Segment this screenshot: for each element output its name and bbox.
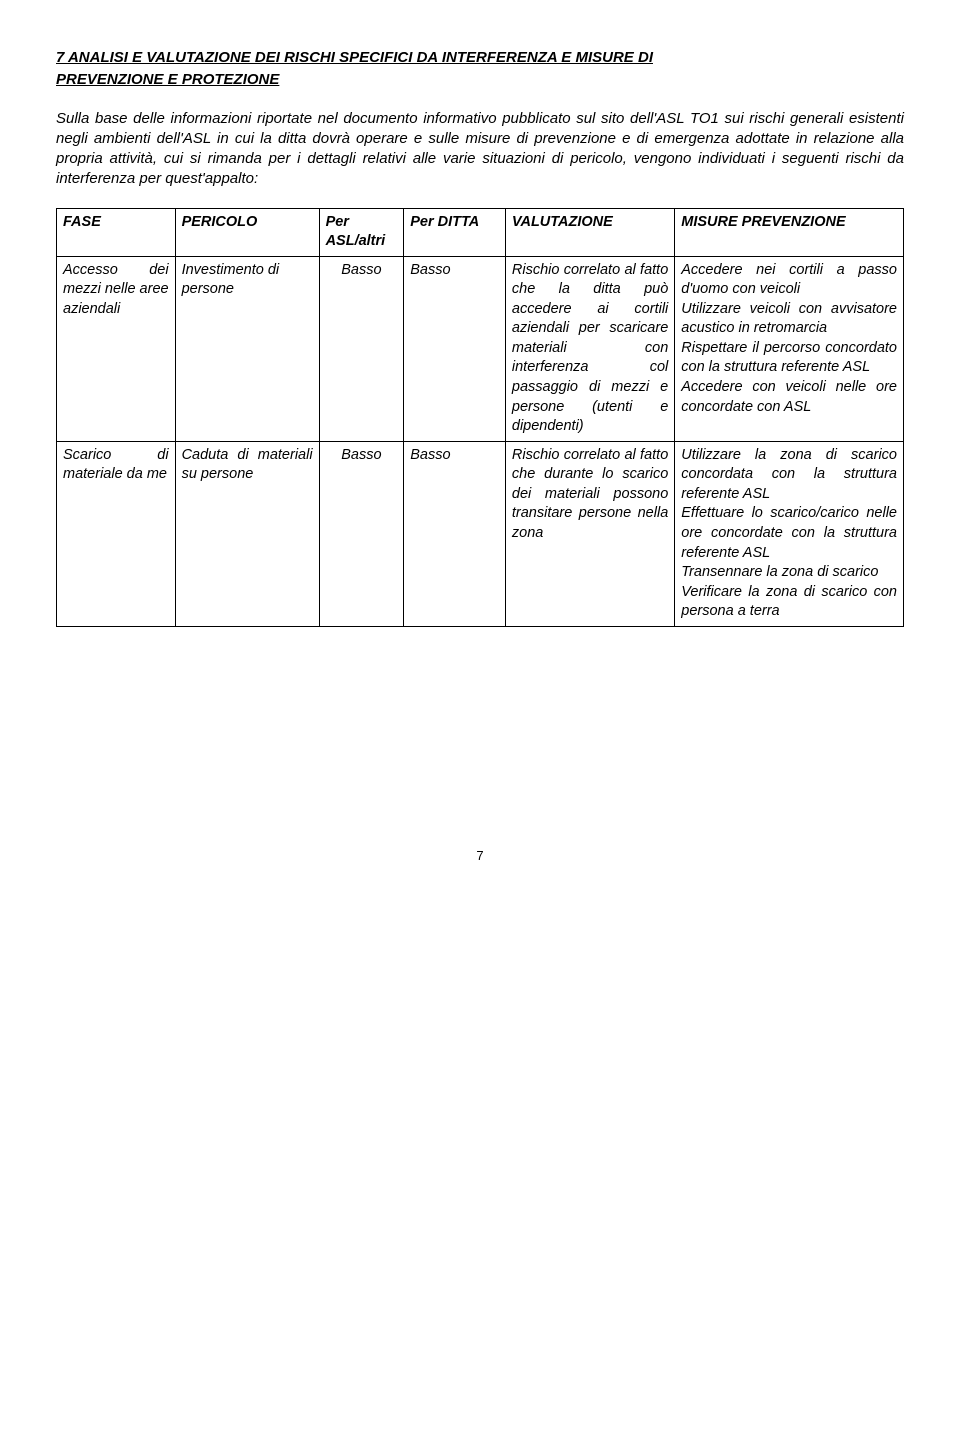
th-per-asl: Per ASL/altri bbox=[319, 208, 404, 256]
th-fase: FASE bbox=[57, 208, 176, 256]
intro-paragraph: Sulla base delle informazioni riportate … bbox=[56, 109, 904, 190]
table-row: Scarico di materiale da me Caduta di mat… bbox=[57, 441, 904, 626]
table-header-row: FASE PERICOLO Per ASL/altri Per DITTA VA… bbox=[57, 208, 904, 256]
cell-valutazione: Rischio correlato al fatto che durante l… bbox=[505, 441, 674, 626]
th-per-ditta: Per DITTA bbox=[404, 208, 506, 256]
cell-fase: Accesso dei mezzi nelle aree aziendali bbox=[57, 256, 176, 441]
th-valutazione: VALUTAZIONE bbox=[505, 208, 674, 256]
section-title-line1: 7 ANALISI E VALUTAZIONE DEI RISCHI SPECI… bbox=[56, 48, 904, 68]
section-title-line2: PREVENZIONE E PROTEZIONE bbox=[56, 70, 904, 90]
th-misure: MISURE PREVENZIONE bbox=[675, 208, 904, 256]
cell-misure: Utilizzare la zona di scarico concordata… bbox=[675, 441, 904, 626]
cell-fase: Scarico di materiale da me bbox=[57, 441, 176, 626]
cell-misure: Accedere nei cortili a passo d'uomo con … bbox=[675, 256, 904, 441]
cell-pericolo: Caduta di materiali su persone bbox=[175, 441, 319, 626]
cell-per-asl: Basso bbox=[319, 441, 404, 626]
page-number: 7 bbox=[56, 847, 904, 865]
th-pericolo: PERICOLO bbox=[175, 208, 319, 256]
cell-per-ditta: Basso bbox=[404, 256, 506, 441]
table-row: Accesso dei mezzi nelle aree aziendali I… bbox=[57, 256, 904, 441]
cell-valutazione: Rischio correlato al fatto che la ditta … bbox=[505, 256, 674, 441]
cell-per-ditta: Basso bbox=[404, 441, 506, 626]
cell-per-asl: Basso bbox=[319, 256, 404, 441]
risk-table: FASE PERICOLO Per ASL/altri Per DITTA VA… bbox=[56, 208, 904, 627]
cell-pericolo: Investimento di persone bbox=[175, 256, 319, 441]
